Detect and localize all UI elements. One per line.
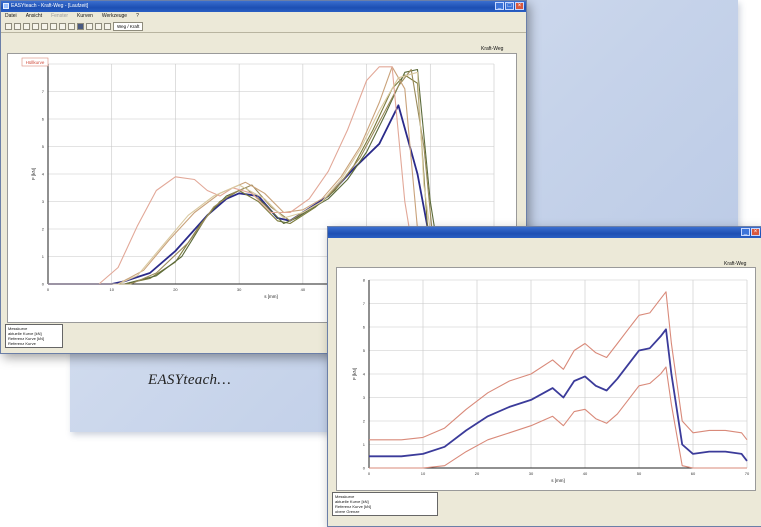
- panel-label: Kraft-Weg: [481, 46, 504, 52]
- menu-file[interactable]: Datei: [5, 13, 17, 19]
- x-tick-label: 20: [173, 287, 178, 292]
- save-icon[interactable]: [23, 23, 30, 30]
- close-icon[interactable]: ×: [515, 2, 524, 10]
- y-tick-label: 0: [42, 282, 45, 287]
- open-icon[interactable]: [14, 23, 21, 30]
- minimize-icon[interactable]: _: [741, 228, 750, 236]
- x-tick-label: 30: [529, 471, 534, 476]
- y-tick-label: 3: [42, 199, 45, 204]
- view-selector[interactable]: Weg / Kraft: [113, 22, 144, 31]
- y-tick-label: 2: [363, 419, 366, 424]
- series-line: [48, 66, 495, 285]
- window-title: EASYteach - Kraft-Weg - [Laufzeit]: [11, 3, 89, 9]
- legend-line: aktuelle Kurve [kN]: [8, 331, 42, 336]
- menu-view[interactable]: Ansicht: [25, 13, 43, 19]
- legend-line: Messkurve: [335, 494, 355, 499]
- series-line: [48, 68, 494, 285]
- y-tick-label: 2: [42, 227, 45, 232]
- legend: Messkurve aktuelle Kurve [kN] Referenz K…: [332, 492, 438, 516]
- title-bar: EASYteach - Kraft-Weg - [Laufzeit] _ □ ×: [1, 1, 526, 12]
- y-axis-label: F [kN]: [31, 168, 36, 180]
- y-tick-label: 7: [363, 301, 366, 306]
- close-icon[interactable]: ×: [751, 228, 760, 236]
- paste-icon[interactable]: [50, 23, 57, 30]
- menu-help[interactable]: ?: [136, 13, 139, 19]
- cursor-icon[interactable]: [86, 23, 93, 30]
- y-tick-label: 5: [363, 348, 366, 353]
- y-axis-label: F [kN]: [352, 368, 357, 380]
- series-line: [369, 291, 748, 441]
- title-bar: _ ×: [328, 227, 761, 238]
- new-icon[interactable]: [5, 23, 12, 30]
- menu-curves[interactable]: Kurven: [77, 13, 93, 19]
- x-tick-label: 20: [475, 471, 480, 476]
- legend-line: aktuelle Kurve [kN]: [335, 499, 369, 504]
- y-tick-label: 6: [363, 325, 366, 330]
- legend-line: Referenz Kurve [kN]: [8, 336, 45, 341]
- maximize-icon[interactable]: □: [505, 2, 514, 10]
- menu-bar: Datei Ansicht Fenster Kurven Werkzeuge ?: [1, 12, 526, 21]
- menu-tools[interactable]: Werkzeuge: [101, 13, 128, 19]
- panel-label: Kraft-Weg: [724, 261, 747, 267]
- legend-line: Referenz Kurve: [8, 341, 36, 346]
- x-tick-label: 60: [691, 471, 696, 476]
- y-tick-label: 6: [42, 117, 45, 122]
- chart-icon[interactable]: [77, 23, 84, 30]
- plot-area: 0 1 2 3 4 5 6 7 8 0 10 20 30 40 50 60 70 s [mm] F [kN]: [336, 267, 756, 491]
- legend-line: Referenz Kurve [kN]: [335, 504, 372, 509]
- x-tick-label: 0: [368, 471, 371, 476]
- x-tick-label: 70: [745, 471, 750, 476]
- series-line: [48, 71, 495, 285]
- zoom-in-icon[interactable]: [59, 23, 66, 30]
- window-controls: _ ×: [741, 228, 760, 236]
- series-line: [369, 366, 747, 469]
- y-tick-label: 4: [363, 372, 366, 377]
- y-tick-label: 3: [363, 395, 366, 400]
- toolbar: Weg / Kraft: [1, 21, 526, 33]
- legend-line: Messkurve: [8, 326, 28, 331]
- copy-icon[interactable]: [41, 23, 48, 30]
- measure-icon[interactable]: [95, 23, 102, 30]
- legend-tag-box: [21, 57, 49, 67]
- settings-icon[interactable]: [104, 23, 111, 30]
- x-tick-label: 0: [47, 287, 50, 292]
- y-tick-label: 7: [42, 89, 45, 94]
- x-tick-label: 50: [637, 471, 642, 476]
- y-tick-label: 8: [363, 278, 366, 283]
- envelope-chart: 0 1 2 3 4 5 6 7 8 0 10 20 30 40 50 60 70 s [mm] F [kN]: [352, 278, 750, 484]
- x-axis-label: s [mm]: [264, 294, 278, 299]
- envelope-window: _ × Kraft-Weg 0 1 2 3 4 5 6 7 8 0 10 20 30 40 50 60 70 s …: [327, 226, 761, 527]
- zoom-out-icon[interactable]: [68, 23, 75, 30]
- x-tick-label: 10: [109, 287, 114, 292]
- y-tick-label: 5: [42, 144, 45, 149]
- main-window: EASYteach - Kraft-Weg - [Laufzeit] _ □ ×…: [0, 0, 527, 354]
- y-tick-label: 1: [363, 442, 366, 447]
- app-icon: [3, 3, 9, 9]
- legend-line: obere Grenze: [335, 509, 360, 514]
- caption: EASYteach…: [148, 372, 231, 388]
- series-line: [369, 328, 748, 462]
- x-tick-label: 30: [237, 287, 242, 292]
- minimize-icon[interactable]: _: [495, 2, 504, 10]
- legend: Messkurve aktuelle Kurve [kN] Referenz K…: [5, 324, 63, 348]
- menu-window[interactable]: Fenster: [51, 13, 69, 19]
- y-tick-label: 0: [363, 466, 366, 471]
- x-tick-label: 10: [421, 471, 426, 476]
- x-tick-label: 40: [301, 287, 306, 292]
- y-tick-label: 1: [42, 254, 45, 259]
- window-controls: _ □ ×: [495, 2, 524, 10]
- legend-tag: Hüllkurve: [26, 60, 45, 65]
- series-line: [48, 66, 495, 285]
- y-tick-label: 4: [42, 172, 45, 177]
- print-icon[interactable]: [32, 23, 39, 30]
- x-tick-label: 40: [583, 471, 588, 476]
- x-axis-label: s [mm]: [551, 478, 565, 483]
